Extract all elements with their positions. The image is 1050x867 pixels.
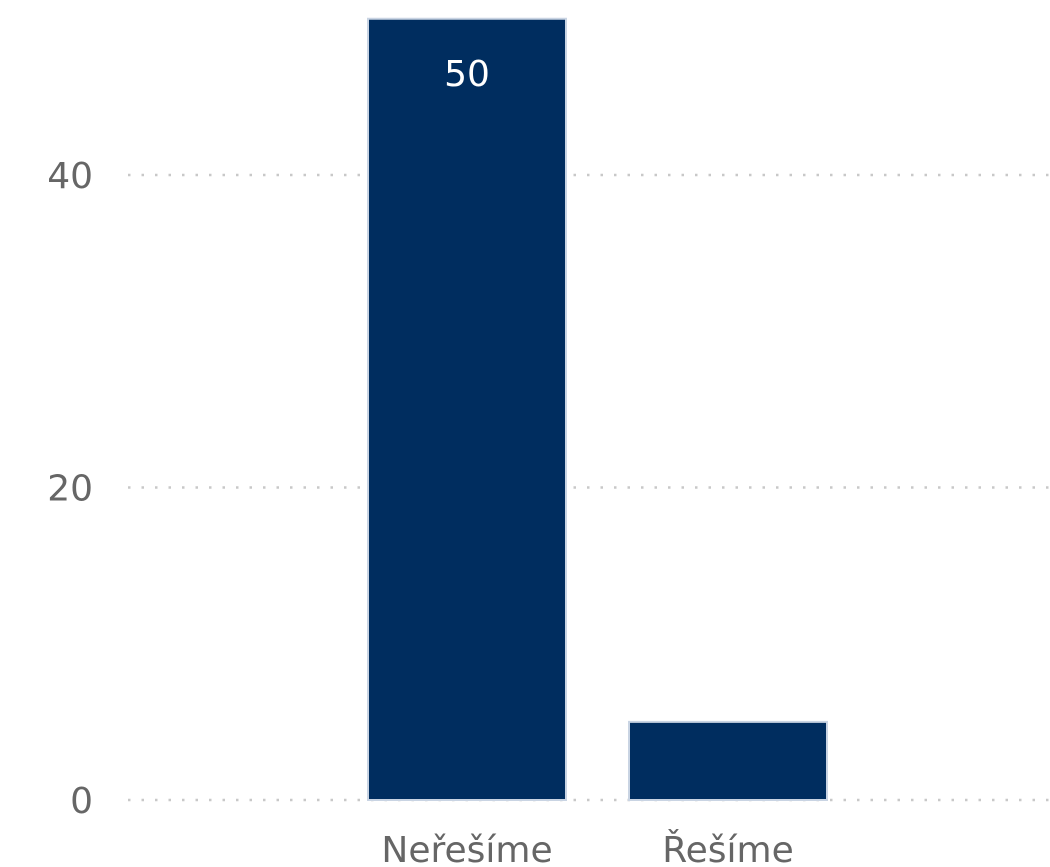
- x-axis-category-labels: Neřešíme Řešíme: [381, 829, 793, 867]
- y-tick-label: 0: [70, 781, 93, 822]
- bar: [628, 720, 828, 801]
- x-category-label: Řešíme: [662, 829, 794, 867]
- bar-value-label: 50: [444, 54, 490, 95]
- x-category-label: Neřešíme: [381, 830, 552, 867]
- y-tick-label: 40: [47, 156, 93, 197]
- bars: 50: [367, 17, 828, 801]
- y-tick-label: 20: [47, 469, 93, 510]
- gridlines: [128, 173, 1050, 802]
- y-axis-tick-labels: 0 20 40: [47, 156, 93, 822]
- bar: [367, 17, 567, 801]
